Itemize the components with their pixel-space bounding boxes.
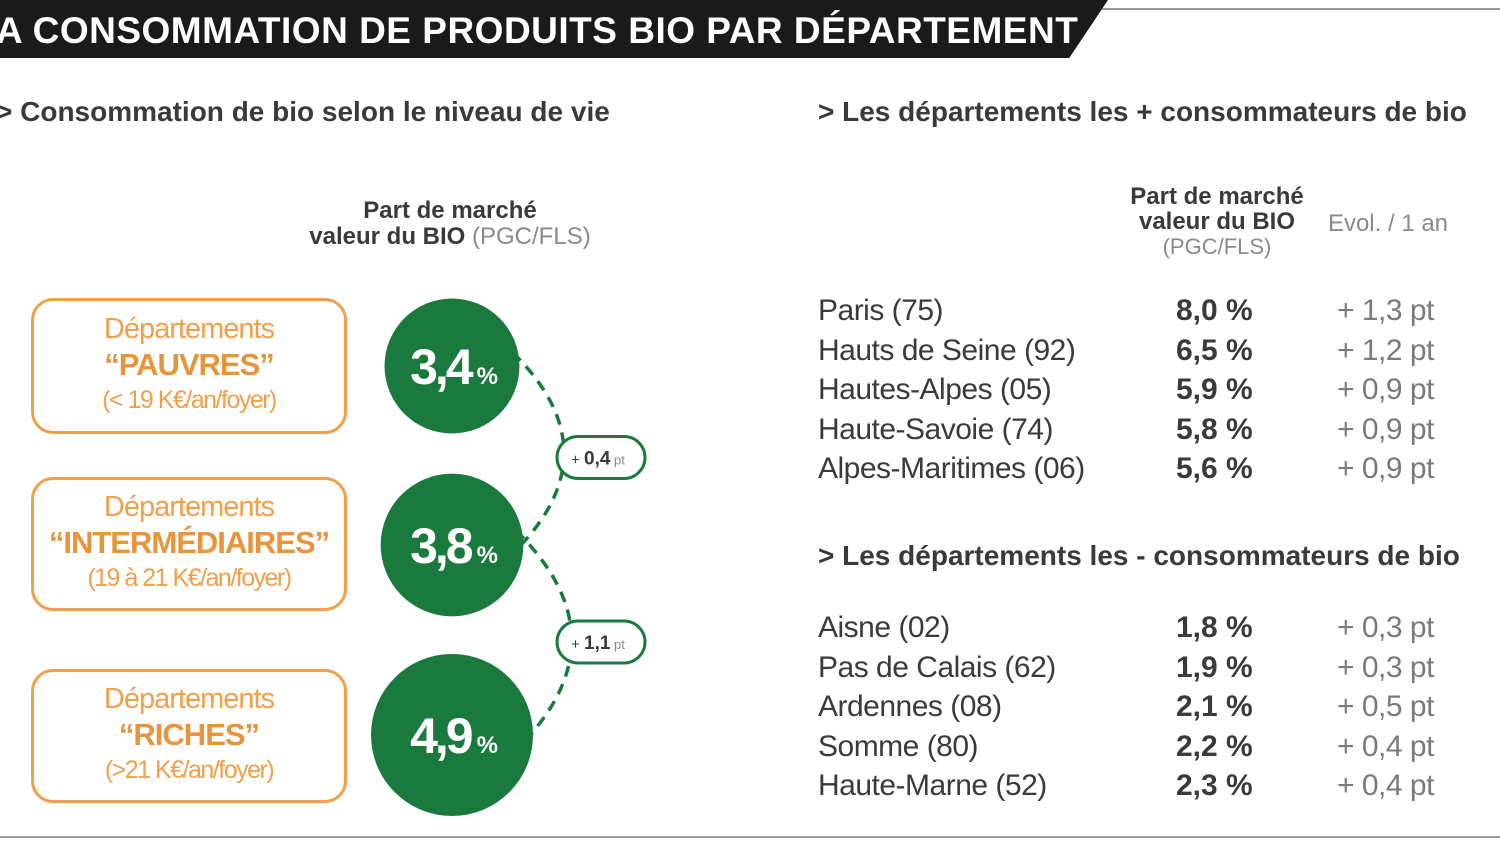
left-section-title: > Consommation de bio selon le niveau de… bbox=[0, 96, 610, 127]
top-row-evol: + 1,2 pt bbox=[1337, 333, 1434, 367]
category-label-line1: Départements bbox=[103, 313, 275, 345]
bottom-rule bbox=[0, 836, 1500, 838]
title-banner: A CONSOMMATION DE PRODUITS BIO PAR DÉPAR… bbox=[0, 0, 1108, 58]
share-col-head-line2: valeur du BIO bbox=[1138, 208, 1296, 235]
category-label-name: “PAUVRES” bbox=[104, 347, 275, 382]
bottom-row-name: Somme (80) bbox=[818, 729, 979, 763]
top-row-name: Hautes-Alpes (05) bbox=[818, 373, 1052, 406]
category-box-intermediaires: Départements “INTERMÉDIAIRES” (19 à 21 K… bbox=[31, 477, 347, 611]
bottom-row-name: Haute-Marne (52) bbox=[818, 769, 1047, 802]
top-row-share: 5,9 % bbox=[1176, 373, 1253, 406]
category-box-riches: Départements “RICHES” (>21 K€/an/foyer) bbox=[31, 669, 347, 803]
category-label-line1: Départements bbox=[103, 491, 275, 523]
top-row-name: Paris (75) bbox=[818, 294, 944, 327]
difference-label: + 1,1 pt bbox=[571, 633, 625, 654]
share-column-header: Part de marché valeur du BIO (PGC/FLS) bbox=[1097, 184, 1337, 259]
bottom-row-evol: + 0,4 pt bbox=[1337, 729, 1434, 763]
top-row-evol: + 0,9 pt bbox=[1337, 373, 1434, 406]
bottom-row-name: Aisne (02) bbox=[818, 611, 950, 644]
difference-pill bbox=[555, 435, 647, 480]
category-label-income: (< 19 K€/an/foyer) bbox=[102, 386, 277, 414]
top-row-evol: + 1,3 pt bbox=[1337, 294, 1434, 327]
difference-label: + 0,4 pt bbox=[571, 449, 625, 470]
bottom-row-evol: + 0,5 pt bbox=[1337, 690, 1434, 723]
top-row-name: Alpes-Maritimes (06) bbox=[818, 452, 1085, 485]
category-label-income: (19 à 21 K€/an/foyer) bbox=[87, 564, 292, 592]
bottom-row-share: 1,8 % bbox=[1176, 611, 1253, 644]
bottom-row-name: Pas de Calais (62) bbox=[818, 650, 1056, 684]
right-bottom-section-title: > Les départements les - consommateurs d… bbox=[818, 540, 1460, 571]
category-label-name: “INTERMÉDIAIRES” bbox=[48, 525, 330, 560]
difference-pill bbox=[555, 619, 647, 665]
bottom-row-share: 2,2 % bbox=[1176, 729, 1253, 763]
share-col-head-line3: (PGC/FLS) bbox=[1162, 234, 1272, 259]
share-col-head-line1: Part de marché bbox=[1130, 183, 1304, 210]
top-row-share: 6,5 % bbox=[1176, 333, 1253, 367]
top-row-name: Hauts de Seine (92) bbox=[818, 333, 1076, 367]
left-col-head-light: (PGC/FLS) bbox=[472, 223, 591, 250]
category-label-income: (>21 K€/an/foyer) bbox=[104, 756, 275, 784]
left-col-head-line2: valeur du BIO bbox=[309, 223, 466, 250]
bottom-row-evol: + 0,3 pt bbox=[1337, 650, 1434, 684]
value-bubble bbox=[384, 298, 520, 434]
category-box-pauvres: Départements “PAUVRES” (< 19 K€/an/foyer… bbox=[31, 298, 347, 434]
value-bubble bbox=[371, 654, 533, 816]
top-row-evol: + 0,9 pt bbox=[1337, 452, 1434, 485]
top-row-share: 5,8 % bbox=[1176, 412, 1253, 446]
top-row-share: 8,0 % bbox=[1176, 294, 1253, 327]
category-label-name: “RICHES” bbox=[118, 717, 260, 752]
bottom-row-share: 2,3 % bbox=[1176, 769, 1253, 802]
top-row-name: Haute-Savoie (74) bbox=[818, 412, 1053, 446]
left-col-head-line1: Part de marché bbox=[363, 197, 537, 224]
top-row-evol: + 0,9 pt bbox=[1337, 412, 1434, 446]
right-top-section-title: > Les départements les + consommateurs d… bbox=[818, 96, 1467, 127]
evol-column-header: Evol. / 1 an bbox=[1327, 210, 1449, 237]
left-column-header: Part de marché valeur du BIO (PGC/FLS) bbox=[300, 198, 600, 250]
bottom-row-share: 1,9 % bbox=[1176, 650, 1253, 684]
bubble-value-label: 3,4% bbox=[410, 339, 498, 395]
bubble-value-label: 3,8% bbox=[410, 518, 498, 574]
bubble-value-label: 4,9% bbox=[410, 708, 498, 764]
bottom-row-name: Ardennes (08) bbox=[818, 690, 1002, 723]
bottom-row-share: 2,1 % bbox=[1176, 690, 1253, 723]
bottom-row-evol: + 0,4 pt bbox=[1337, 769, 1434, 802]
category-label-line1: Départements bbox=[103, 683, 275, 715]
value-bubble bbox=[380, 473, 524, 617]
connector-dashed-line bbox=[511, 351, 566, 550]
top-row-share: 5,6 % bbox=[1176, 452, 1253, 485]
page-title: A CONSOMMATION DE PRODUITS BIO PAR DÉPAR… bbox=[0, 10, 1079, 51]
bottom-row-evol: + 0,3 pt bbox=[1337, 611, 1434, 644]
